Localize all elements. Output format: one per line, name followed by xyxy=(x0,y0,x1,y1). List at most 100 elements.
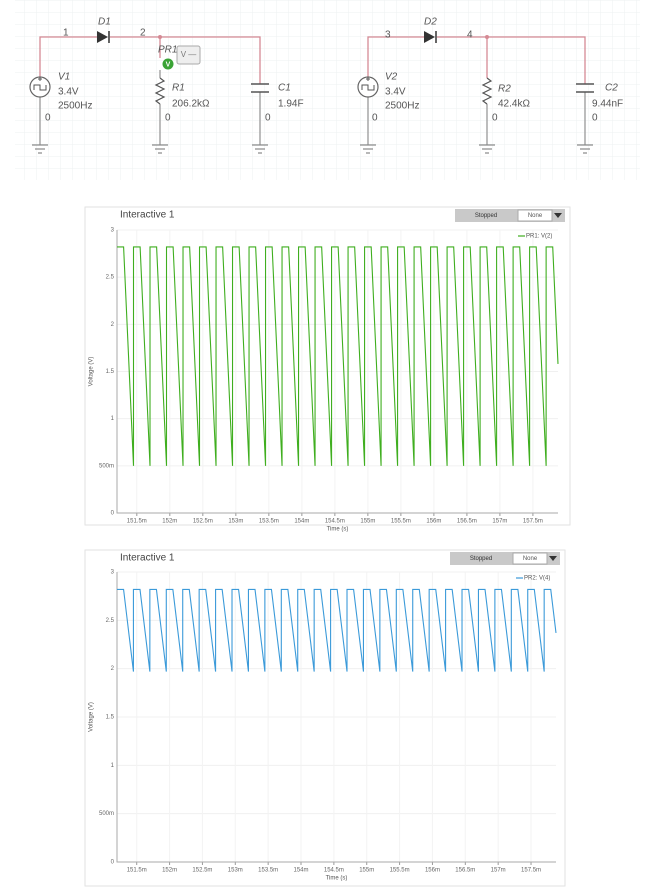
x-tick-label: 155m xyxy=(360,519,375,525)
ground-label: 0 xyxy=(165,113,171,124)
legend-label: PR2: V(4) xyxy=(524,576,550,582)
x-tick-label: 155.5m xyxy=(391,519,411,525)
y-tick-label: 1 xyxy=(111,416,115,422)
status-text: Stopped xyxy=(475,213,497,219)
ground xyxy=(152,144,168,154)
status-text: Stopped xyxy=(470,556,492,562)
axis xyxy=(116,572,556,863)
chart: Interactive 1 Stopped None 0 500m 1 1.5 2 2.5 3 15… xyxy=(84,549,566,887)
diode xyxy=(97,31,108,43)
resistor-name: R2 xyxy=(498,84,511,95)
diode-label: D1 xyxy=(98,17,111,28)
x-tick-label: 157.5m xyxy=(521,868,541,874)
probe-name: PR1 xyxy=(158,45,177,56)
y-tick-label: 500m xyxy=(99,463,114,469)
dropdown-arrow xyxy=(549,556,557,561)
x-tick-label: 156.5m xyxy=(455,868,475,874)
capacitor xyxy=(251,83,269,93)
ground xyxy=(479,144,495,154)
x-tick-label: 152m xyxy=(162,868,177,874)
dropdown-text: None xyxy=(528,213,543,219)
x-tick-label: 154m xyxy=(294,519,309,525)
wire xyxy=(367,92,586,145)
ground xyxy=(32,144,48,154)
y-axis-title: Voltage (V) xyxy=(89,357,95,387)
x-tick-label: 154m xyxy=(294,868,309,874)
y-tick-label: 1 xyxy=(111,763,115,769)
x-tick-label: 155.5m xyxy=(390,868,410,874)
circuit: V V — PR1 1 D1 2 V1 3.4V 2500Hz 0 R1 206… xyxy=(15,0,640,180)
resistor xyxy=(154,77,166,105)
node-label: 2 xyxy=(140,28,146,39)
source-name: V1 xyxy=(58,72,70,83)
resistor-name: R1 xyxy=(172,83,185,94)
dropdown-arrow xyxy=(554,213,562,218)
x-axis-title: Time (s) xyxy=(327,527,349,533)
x-tick-label: 151.5m xyxy=(127,519,147,525)
resistor-value: 206.2kΩ xyxy=(172,99,210,110)
y-axis-title: Voltage (V) xyxy=(89,702,95,732)
x-tick-label: 151.5m xyxy=(127,868,147,874)
x-tick-label: 153m xyxy=(228,519,243,525)
ground xyxy=(577,144,593,154)
y-tick-label: 1.5 xyxy=(106,369,115,375)
x-tick-label: 153.5m xyxy=(258,868,278,874)
source-frequency: 2500Hz xyxy=(385,101,419,112)
source-frequency: 2500Hz xyxy=(58,101,92,112)
node-label: 1 xyxy=(63,28,69,39)
chart: Interactive 1 Stopped None 0 500m 1 1.5 2 2.5 3 15… xyxy=(84,206,571,533)
probe-readout xyxy=(176,45,201,65)
x-tick-label: 152.5m xyxy=(193,519,213,525)
node-label: 3 xyxy=(385,30,391,41)
y-tick-label: 3 xyxy=(111,570,115,576)
source-amplitude: 3.4V xyxy=(58,87,79,98)
y-tick-label: 1.5 xyxy=(106,715,115,721)
y-tick-label: 500m xyxy=(99,811,114,817)
resistor xyxy=(481,77,493,105)
chart-title: Interactive 1 xyxy=(120,210,175,221)
x-tick-label: 156m xyxy=(426,519,441,525)
source-amplitude: 3.4V xyxy=(385,87,406,98)
ground-label: 0 xyxy=(45,113,51,124)
ground-label: 0 xyxy=(592,113,598,124)
ground xyxy=(360,144,376,154)
x-axis-title: Time (s) xyxy=(326,876,348,882)
ground-label: 0 xyxy=(372,113,378,124)
y-tick-label: 3 xyxy=(111,228,115,234)
plus-sign xyxy=(38,77,42,81)
x-tick-label: 153m xyxy=(228,868,243,874)
node-label: 4 xyxy=(467,30,473,41)
x-tick-label: 157m xyxy=(492,519,507,525)
dropdown[interactable] xyxy=(517,209,553,222)
dropdown[interactable] xyxy=(512,552,548,565)
resistor-value: 42.4kΩ xyxy=(498,99,530,110)
chart-title: Interactive 1 xyxy=(120,553,175,564)
capacitor-name: C2 xyxy=(605,83,618,94)
y-tick-label: 2.5 xyxy=(106,618,115,624)
ground-label: 0 xyxy=(492,113,498,124)
probe-icon[interactable] xyxy=(162,58,174,70)
junction xyxy=(485,35,489,39)
probe-icon-label: V xyxy=(166,61,171,68)
y-tick-label: 2 xyxy=(111,322,115,328)
x-tick-label: 152m xyxy=(162,519,177,525)
y-tick-label: 2 xyxy=(111,666,115,672)
schematic-grid xyxy=(15,0,640,180)
square-wave-icon xyxy=(33,84,47,91)
diode-label: D2 xyxy=(424,17,437,28)
source-name: V2 xyxy=(385,72,398,83)
dropdown-text: None xyxy=(523,556,538,562)
x-tick-label: 156m xyxy=(425,868,440,874)
x-tick-label: 154.5m xyxy=(324,868,344,874)
x-tick-label: 152.5m xyxy=(192,868,212,874)
probe-readout-text: V — xyxy=(181,50,197,59)
plus-sign xyxy=(366,77,370,81)
series-line xyxy=(117,246,559,466)
x-tick-label: 157.5m xyxy=(523,519,543,525)
square-wave-icon xyxy=(361,84,375,91)
ground-label: 0 xyxy=(265,113,271,124)
x-tick-label: 154.5m xyxy=(325,519,345,525)
y-tick-label: 2.5 xyxy=(106,275,115,281)
legend-label: PR1: V(2) xyxy=(526,234,552,240)
